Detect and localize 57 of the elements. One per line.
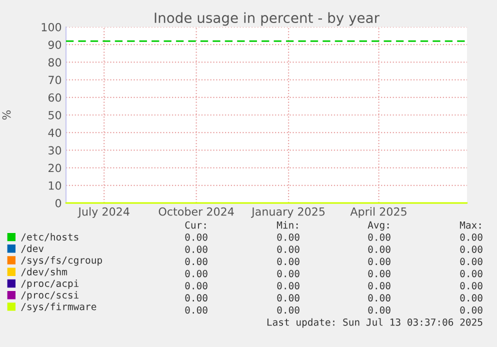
text: 0.00	[277, 294, 300, 302]
text: 0.00	[368, 246, 390, 253]
legend-label: /proc/scsi	[21, 291, 79, 301]
legend-label: /etc/hosts	[21, 233, 78, 242]
text: 0.00	[460, 233, 482, 241]
chart-title: Inode usage in percent - by year	[154, 12, 380, 26]
text: Cur:	[185, 221, 206, 229]
text: Max:	[460, 221, 481, 229]
y-tick-label: 20	[48, 164, 62, 172]
text: 0.00	[368, 233, 390, 241]
y-tick-label: 90	[48, 40, 62, 49]
legend-label: /sys/firmware	[21, 302, 96, 312]
text: 0.00	[185, 246, 208, 253]
legend-label: /dev	[21, 244, 44, 253]
text: 0.00	[277, 246, 300, 253]
text: 0.00	[368, 258, 390, 266]
legend-label: /dev/shm	[21, 268, 67, 276]
text: 0.00	[185, 270, 208, 278]
y-tick-label: 10	[48, 181, 62, 190]
text: 0.00	[277, 282, 300, 290]
text: 0.00	[185, 282, 208, 290]
x-tick-label: October 2024	[158, 207, 234, 216]
text: Avg:	[368, 221, 389, 231]
text: 0.00	[368, 294, 390, 302]
text: 0.00	[368, 282, 390, 290]
text: 0.00	[277, 306, 300, 314]
y-tick-label: 80	[48, 58, 62, 67]
x-tick-label: July 2024	[78, 207, 130, 218]
text: 0.00	[460, 270, 482, 278]
text: 0.00	[277, 233, 300, 241]
y-tick-label: 0	[55, 198, 62, 208]
y-axis-title: %	[2, 110, 11, 120]
text: Min:	[276, 221, 298, 229]
y-tick-label: 30	[48, 146, 62, 155]
x-tick-label: April 2025	[350, 207, 406, 218]
y-tick-label: 40	[48, 128, 62, 137]
legend-label: /sys/fs/cgroup	[21, 256, 102, 266]
y-tick-label: 60	[48, 93, 62, 102]
x-tick-label: January 2025	[251, 207, 325, 218]
text: 0.00	[368, 306, 390, 314]
text: 0.00	[277, 258, 300, 266]
text: 0.00	[185, 233, 208, 241]
text: 0.00	[460, 306, 482, 314]
text: 0.00	[460, 246, 482, 253]
text: 0.00	[185, 294, 208, 302]
text: 0.00	[277, 270, 300, 278]
y-tick-label: 70	[48, 76, 62, 84]
y-tick-label: 50	[48, 110, 62, 120]
text: 0.00	[368, 270, 390, 278]
y-tick-label: 100	[42, 22, 62, 32]
text: Last update: Sun Jul 13 03:37:06 2025	[267, 318, 482, 328]
text: 0.00	[460, 282, 482, 290]
text: 0.00	[185, 306, 208, 314]
text: 0.00	[460, 294, 482, 302]
text: 0.00	[185, 258, 208, 266]
text: 0.00	[460, 258, 482, 266]
legend-label: /proc/acpi	[21, 280, 79, 289]
